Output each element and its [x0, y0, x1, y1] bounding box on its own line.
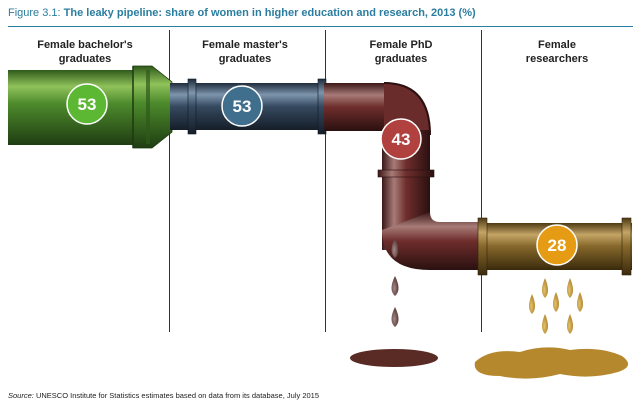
value-label: 53 — [233, 97, 252, 116]
source-note: Source: UNESCO Institute for Statistics … — [8, 391, 636, 400]
leak-drops-researchers — [474, 278, 629, 379]
figure-title-text: The leaky pipeline: share of women in hi… — [63, 7, 476, 19]
value-marker: 53 — [221, 85, 263, 127]
column-header-line-2: graduates — [58, 53, 112, 65]
value-marker: 43 — [380, 118, 422, 160]
column-header-masters: Female master's graduates — [170, 38, 320, 66]
value-label: 43 — [392, 130, 411, 149]
column-divider — [169, 30, 170, 332]
figure-label: Figure 3.1: — [8, 7, 61, 19]
value-markers: 53 53 43 28 — [66, 83, 578, 266]
column-divider — [481, 30, 482, 332]
column-header-line-1: Female — [538, 39, 576, 51]
title-rule — [8, 26, 633, 27]
pipe-phd — [324, 82, 486, 270]
column-header-researchers: Female researchers — [482, 38, 632, 66]
figure-title: Figure 3.1: The leaky pipeline: share of… — [8, 7, 636, 19]
value-marker: 28 — [536, 224, 578, 266]
leak-drops-phd — [350, 238, 438, 367]
value-marker-circle — [221, 85, 263, 127]
column-header-line-2: graduates — [218, 53, 272, 65]
pipe-bachelors — [8, 65, 173, 149]
column-header-bachelors: Female bachelor's graduates — [10, 38, 160, 66]
value-marker: 53 — [66, 83, 108, 125]
source-text: UNESCO Institute for Statistics estimate… — [35, 391, 320, 400]
column-header-line-1: Female bachelor's — [37, 39, 133, 51]
value-label: 28 — [548, 236, 567, 255]
value-label: 53 — [78, 95, 97, 114]
source-label: Source: — [8, 391, 34, 400]
column-header-line-1: Female master's — [202, 39, 288, 51]
value-marker-circle — [536, 224, 578, 266]
column-divider — [325, 30, 326, 332]
column-header-line-2: researchers — [525, 53, 589, 65]
value-marker-circle — [380, 118, 422, 160]
value-marker-circle — [66, 83, 108, 125]
column-header-line-2: graduates — [374, 53, 428, 65]
column-header-phd: Female PhD graduates — [326, 38, 476, 66]
column-header-line-1: Female PhD — [369, 39, 433, 51]
